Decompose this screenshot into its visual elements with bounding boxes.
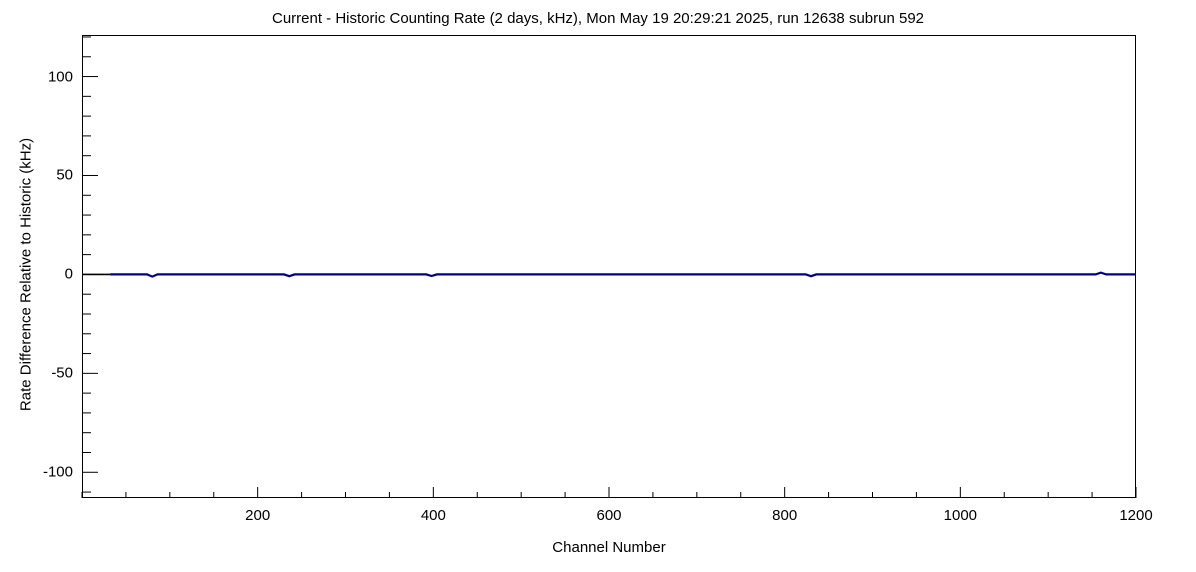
chart-title: Current - Historic Counting Rate (2 days…: [271, 10, 925, 27]
x-axis-ticks: [81, 487, 1137, 498]
x-axis-tick-label: 800: [772, 507, 798, 524]
x-axis-tick-label: 1000: [943, 507, 978, 524]
y-axis-tick-label: -100: [42, 463, 73, 481]
plot-frame: [82, 35, 1136, 498]
y-axis-tick-label: 100: [47, 68, 73, 86]
x-axis-title: Channel Number: [552, 539, 666, 556]
y-axis-title: Rate Difference Relative to Historic (kH…: [17, 137, 35, 412]
x-axis-tick-label: 200: [245, 507, 271, 524]
y-axis-tick-label: 50: [56, 166, 73, 184]
x-axis-tick-label: 400: [420, 507, 446, 524]
x-axis-tick-label: 600: [596, 507, 622, 524]
y-axis-tick-label: -50: [51, 364, 73, 382]
x-axis-tick-label: 1200: [1119, 507, 1153, 524]
y-axis-tick-label: 0: [64, 265, 73, 283]
y-axis-ticks: [82, 36, 98, 493]
data-series-line: [110, 271, 1136, 278]
